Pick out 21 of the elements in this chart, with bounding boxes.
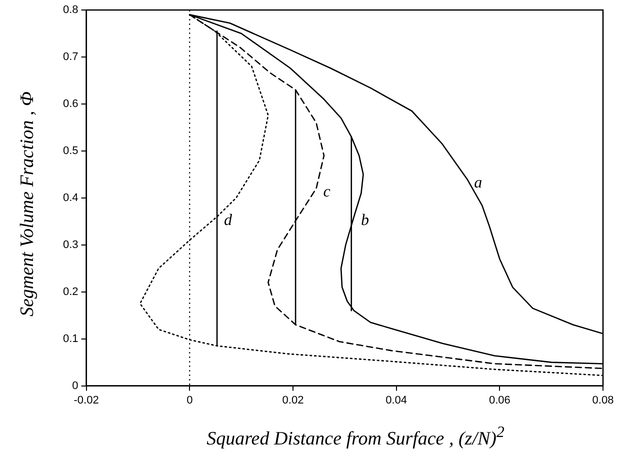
- x-tick-label: 0.04: [386, 394, 408, 406]
- y-tick-label: 0: [72, 380, 78, 392]
- y-axis-title: Segment Volume Fraction , Φ: [17, 91, 39, 317]
- y-tick-label: 0.1: [62, 332, 78, 345]
- annotation: a: [474, 174, 482, 192]
- y-tick-label: 0.8: [62, 4, 78, 16]
- y-tick-label: 0.3: [62, 238, 78, 251]
- y-tick-label: 0.2: [62, 286, 78, 298]
- y-tick-label: 0.6: [62, 98, 78, 110]
- annotation: c: [323, 184, 330, 201]
- x-tick-label: 0.08: [592, 394, 614, 406]
- x-tick-label: 0: [186, 394, 193, 406]
- y-tick-label: 0.4: [62, 192, 78, 204]
- x-tick-label: 0.02: [282, 394, 304, 406]
- x-tick-label: -0.02: [74, 394, 99, 406]
- annotation: d: [224, 212, 234, 229]
- x-tick-label: 0.06: [488, 394, 510, 406]
- annotation: b: [360, 212, 369, 229]
- y-tick-label: 0.7: [62, 51, 78, 64]
- y-tick-label: 0.5: [62, 144, 78, 157]
- x-axis-title: Squared Distance from Surface , (z/N)$^{2}$: [206, 424, 506, 450]
